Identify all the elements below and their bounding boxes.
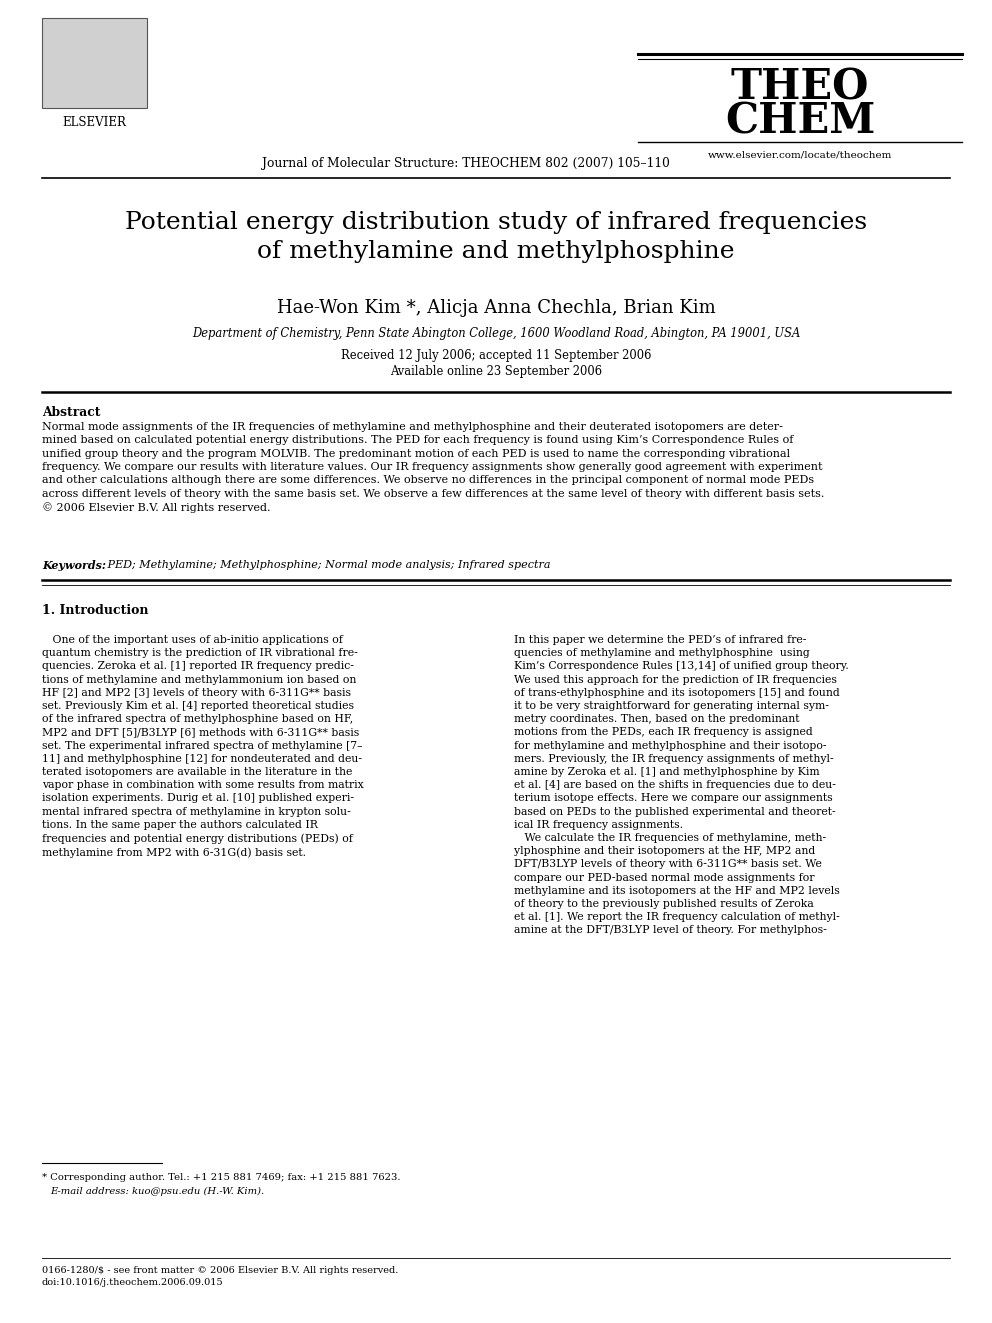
Text: CHEM: CHEM [725,101,875,143]
Text: Available online 23 September 2006: Available online 23 September 2006 [390,365,602,378]
Text: * Corresponding author. Tel.: +1 215 881 7469; fax: +1 215 881 7623.: * Corresponding author. Tel.: +1 215 881… [42,1174,401,1181]
Text: Hae-Won Kim *, Alicja Anna Chechla, Brian Kim: Hae-Won Kim *, Alicja Anna Chechla, Bria… [277,299,715,318]
Text: Received 12 July 2006; accepted 11 September 2006: Received 12 July 2006; accepted 11 Septe… [341,349,651,363]
Text: PED; Methylamine; Methylphosphine; Normal mode analysis; Infrared spectra: PED; Methylamine; Methylphosphine; Norma… [104,560,551,570]
Text: One of the important uses of ab-initio applications of
quantum chemistry is the : One of the important uses of ab-initio a… [42,635,364,857]
Bar [42,19,147,108]
Text: Journal of Molecular Structure: THEOCHEM 802 (2007) 105–110: Journal of Molecular Structure: THEOCHEM… [262,156,670,169]
Text: www.elsevier.com/locate/theochem: www.elsevier.com/locate/theochem [708,151,892,160]
Text: Department of Chemistry, Penn State Abington College, 1600 Woodland Road, Abingt: Department of Chemistry, Penn State Abin… [191,328,801,340]
Text: Potential energy distribution study of infrared frequencies
of methylamine and m: Potential energy distribution study of i… [125,210,867,263]
Text: Keywords:: Keywords: [42,560,106,572]
Text: 1. Introduction: 1. Introduction [42,605,149,617]
Text: ELSEVIER: ELSEVIER [62,115,126,128]
Text: 0166-1280/$ - see front matter © 2006 Elsevier B.V. All rights reserved.
doi:10.: 0166-1280/$ - see front matter © 2006 El… [42,1266,399,1287]
Text: In this paper we determine the PED’s of infrared fre-
quencies of methylamine an: In this paper we determine the PED’s of … [514,635,849,935]
Text: THEO: THEO [731,67,869,108]
Text: Abstract: Abstract [42,406,100,419]
Text: Normal mode assignments of the IR frequencies of methylamine and methylphosphine: Normal mode assignments of the IR freque… [42,422,824,513]
Text: E-mail address: kuo@psu.edu (H.-W. Kim).: E-mail address: kuo@psu.edu (H.-W. Kim). [50,1187,264,1196]
